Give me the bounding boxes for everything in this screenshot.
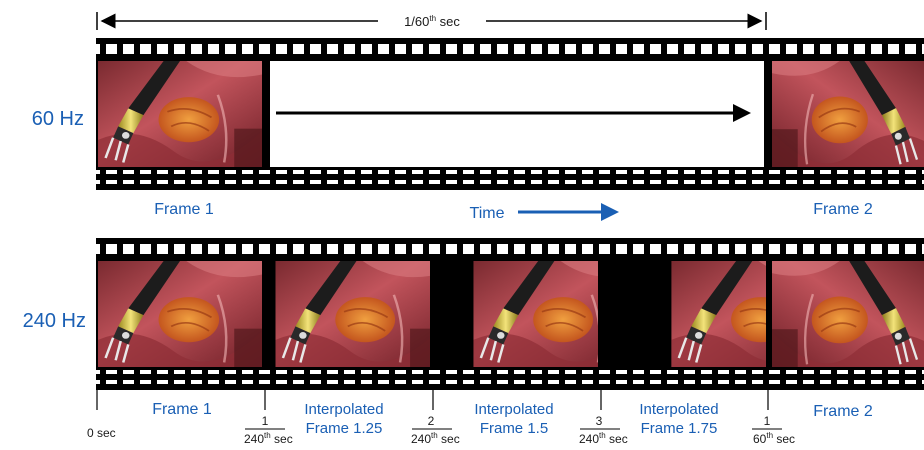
frame-1-image <box>98 261 262 367</box>
frame-2-image <box>772 59 924 169</box>
frame-1-image <box>98 61 262 167</box>
tick-2-240: 2 240th sec <box>411 414 460 446</box>
frame-1-5-label: Frame 1.5 <box>480 420 548 437</box>
rate-label-60hz: 60 Hz <box>32 108 84 130</box>
filmstrip-240hz <box>96 238 924 390</box>
time-label: Time <box>470 205 505 222</box>
tick-3-240: 3 240th sec <box>579 414 628 446</box>
duration-label: 1/60th sec <box>404 14 460 29</box>
frame-1-25-label: Frame 1.25 <box>306 420 383 437</box>
top-frame-1-label: Frame 1 <box>154 201 214 218</box>
frame-1-25-image <box>275 261 437 367</box>
bottom-frame-1-label: Frame 1 <box>152 401 212 418</box>
filmstrip-60hz <box>96 38 924 190</box>
top-frame-2-label: Frame 2 <box>813 201 873 218</box>
frame-1-75-label: Frame 1.75 <box>641 420 718 437</box>
frame-2-image <box>772 259 924 369</box>
svg-text:1: 1 <box>764 414 771 428</box>
tick-1-240: 1 240th sec <box>244 414 293 446</box>
svg-text:1: 1 <box>262 414 269 428</box>
time-indicator: Time <box>470 203 619 222</box>
duration-indicator: 1/60th sec <box>96 12 767 30</box>
rate-label-240hz: 240 Hz <box>23 310 86 332</box>
svg-text:240th sec: 240th sec <box>579 431 628 446</box>
svg-text:240th sec: 240th sec <box>411 431 460 446</box>
interpolated-label: Interpolated <box>639 401 718 418</box>
bottom-frame-2-label: Frame 2 <box>813 403 873 420</box>
tick-1-60: 1 60th sec <box>752 414 795 446</box>
svg-text:3: 3 <box>596 414 603 428</box>
time-ticks: 0 sec 1 240th sec 2 240th sec 3 240th se… <box>87 390 795 446</box>
svg-text:2: 2 <box>428 414 435 428</box>
svg-text:60th sec: 60th sec <box>753 431 795 446</box>
interpolated-label: Interpolated <box>474 401 553 418</box>
interpolated-label: Interpolated <box>304 401 383 418</box>
svg-text:240th sec: 240th sec <box>244 431 293 446</box>
tick-0-sec: 0 sec <box>87 426 116 440</box>
